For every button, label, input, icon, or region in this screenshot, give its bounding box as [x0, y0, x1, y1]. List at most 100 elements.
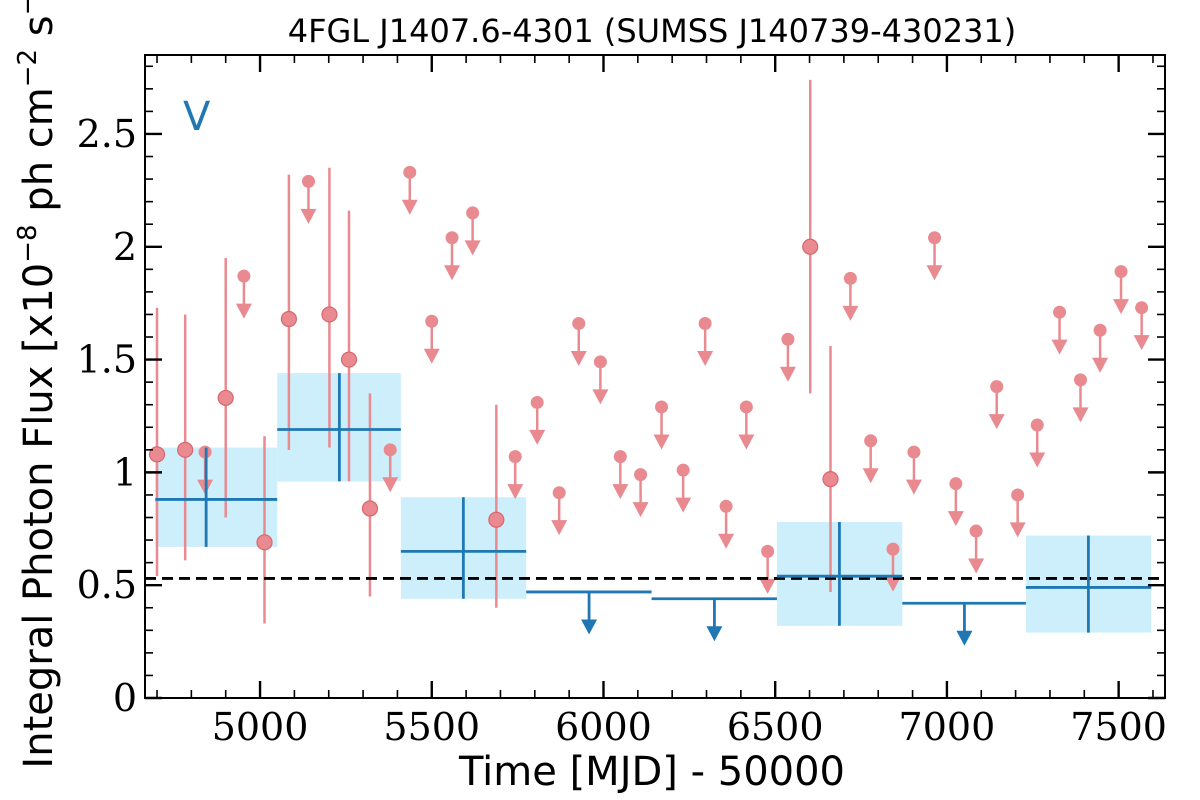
short-bin-ul-arrow-9 [529, 429, 546, 445]
short-bin-point-2 [217, 389, 234, 407]
y-label-exp-1: −8 [13, 224, 43, 262]
short-bin-ul-point-32 [1053, 305, 1067, 319]
chart-title: 4FGL J1407.6-4301 (SUMSS J140739-430231) [288, 12, 1017, 50]
short-bin-ul-point-29 [990, 380, 1004, 394]
y-tick-label-2: 1 [113, 450, 137, 494]
short-bin-ul-point-26 [928, 231, 942, 245]
short-bin-ul-point-8 [508, 450, 522, 464]
short-bin-ul-point-5 [425, 314, 439, 328]
short-bin-ul-arrow-10 [551, 520, 568, 536]
short-bin-ul-point-6 [445, 231, 459, 245]
short-bin-ul-point-15 [655, 400, 669, 414]
short-bin-ul-arrow-11 [570, 350, 587, 366]
long-bin-box-0 [155, 447, 278, 547]
y-label-part-2: ph cm [16, 87, 62, 224]
x-tick-label-6000: 6000 [555, 705, 652, 749]
short-bin-point-1 [177, 441, 194, 458]
y-label-part-3: s [16, 15, 62, 49]
short-bin-ul-arrow-2 [300, 208, 317, 224]
short-bin-ul-point-34 [1093, 323, 1107, 337]
short-bin-ul-arrow-24 [885, 576, 901, 592]
short-bin-ul-arrow-34 [1092, 357, 1109, 373]
x-tick-label-6500: 6500 [727, 705, 824, 749]
short-bin-point-4 [280, 310, 297, 328]
short-bin-ul-arrow-20 [759, 578, 776, 594]
y-label-part-1: Integral Photon Flux [x10 [16, 263, 62, 769]
short-bin-ul-arrow-23 [862, 468, 879, 484]
short-bin-ul-arrow-3 [382, 477, 399, 493]
short-bin-ul-arrow-30 [1009, 522, 1026, 538]
short-bin-point-8 [488, 511, 505, 528]
short-bin-point-7 [361, 500, 379, 517]
short-bin-ul-point-10 [552, 486, 566, 500]
y-axis-label: Integral Photon Flux [x10−8 ph cm−2 s−1] [13, 0, 62, 769]
short-bin-ul-arrow-32 [1051, 339, 1068, 355]
axes: 5000 5500 6000 6500 7000 7500 0 0.5 1 1.5 2 2.5 [77, 54, 1167, 749]
short-bin-point-6 [340, 351, 358, 368]
short-bin-ul-point-1 [237, 269, 251, 283]
short-bin-ul-point-23 [864, 434, 878, 448]
y-tick-label-0: 0 [113, 676, 137, 720]
short-bin-ul-arrow-1 [235, 303, 252, 319]
y-label-exp-2: −2 [13, 49, 43, 87]
short-bin-ul-arrow-15 [653, 434, 670, 450]
short-bin-point-0 [148, 446, 166, 463]
short-bin-ul-arrow-6 [444, 265, 461, 281]
short-bin-ul-point-13 [613, 450, 627, 464]
flag-label: V [183, 94, 211, 140]
short-bin-ul-arrow-18 [718, 533, 735, 549]
long-bin-series [155, 373, 1152, 646]
short-bin-ul-point-17 [698, 316, 712, 330]
short-bin-ul-point-18 [719, 499, 733, 513]
short-bin-ul-point-27 [949, 477, 963, 491]
long-bin-ul-arrow-0 [581, 619, 598, 635]
short-bin-ul-point-16 [676, 463, 690, 477]
short-bin-ul-point-21 [781, 332, 795, 346]
y-tick-label-5: 2.5 [77, 112, 137, 156]
short-bin-ul-arrow-22 [842, 305, 859, 321]
short-bin-ul-arrow-31 [1029, 452, 1046, 468]
y-tick-label-1: 0.5 [77, 563, 137, 607]
y-label-exp-3: −1 [13, 0, 43, 15]
short-bin-point-5 [321, 306, 338, 323]
short-bin-ul-point-31 [1030, 418, 1044, 432]
short-bin-ul-arrow-36 [1133, 335, 1150, 351]
short-bin-ul-arrow-4 [401, 199, 418, 215]
short-bin-ul-point-14 [634, 468, 648, 482]
long-bin-error-boxes [155, 373, 1152, 633]
long-bin-ul-arrow-1 [706, 626, 723, 642]
short-bin-point-9 [802, 238, 819, 255]
short-bin-ul-point-25 [907, 445, 921, 459]
short-bin-ul-arrow-28 [968, 558, 985, 574]
short-bin-ul-arrow-35 [1113, 299, 1130, 315]
short-bin-ul-arrow-13 [612, 484, 629, 500]
short-bin-ul-point-24 [886, 542, 900, 556]
x-tick-label-5000: 5000 [212, 705, 309, 749]
y-tick-label-3: 1.5 [77, 338, 137, 382]
long-bin-ul-arrow-2 [956, 630, 973, 646]
short-bin-ul-point-28 [969, 524, 983, 538]
short-bin-point-3 [256, 534, 273, 551]
short-bin-series [148, 79, 1150, 624]
short-bin-ul-arrow-25 [905, 479, 922, 495]
short-bin-ul-point-19 [739, 400, 753, 414]
short-bin-ul-arrow-5 [423, 348, 440, 364]
short-bin-ul-point-3 [383, 443, 397, 457]
short-bin-ul-point-11 [572, 316, 586, 330]
short-bin-ul-arrow-8 [507, 484, 524, 500]
short-bin-ul-point-9 [530, 395, 544, 409]
short-bin-ul-point-33 [1074, 373, 1088, 387]
short-bin-ul-arrow-33 [1072, 407, 1089, 423]
y-tick-label-4: 2 [113, 225, 137, 269]
short-bin-ul-point-35 [1114, 265, 1128, 279]
short-bin-ul-point-20 [761, 544, 775, 558]
short-bin-ul-arrow-14 [632, 502, 649, 518]
short-bin-ul-arrow-12 [592, 389, 609, 405]
x-tick-label-5500: 5500 [383, 705, 480, 749]
short-bin-ul-arrow-19 [738, 434, 755, 450]
short-bin-ul-arrow-21 [779, 366, 796, 382]
short-bin-ul-arrow-27 [947, 511, 964, 527]
short-bin-ul-arrow-16 [675, 497, 692, 513]
x-tick-label-7500: 7500 [1070, 705, 1167, 749]
short-bin-ul-arrow-17 [697, 350, 714, 366]
